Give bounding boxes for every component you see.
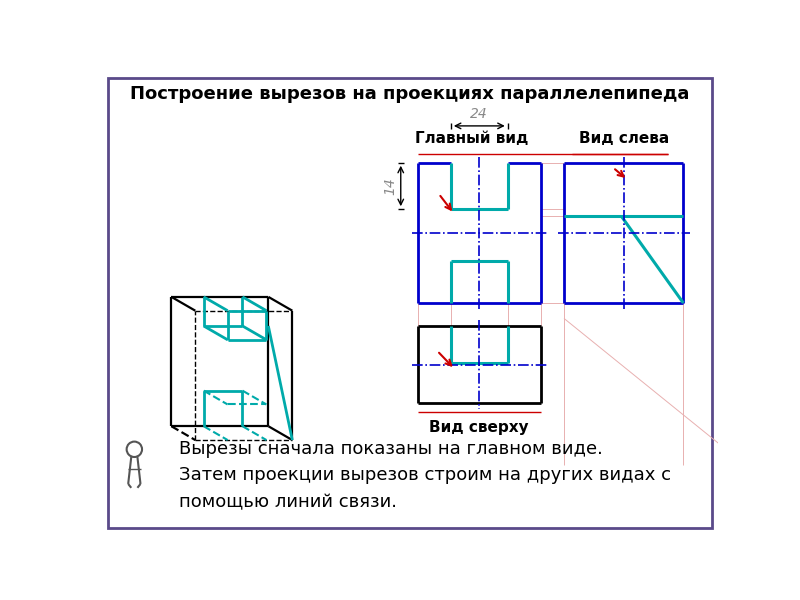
Text: Построение вырезов на проекциях параллелепипеда: Построение вырезов на проекциях параллел…	[130, 85, 690, 103]
Text: Вид слева: Вид слева	[578, 131, 669, 146]
Text: 14: 14	[384, 177, 398, 195]
Text: Вырезы сначала показаны на главном виде.
Затем проекции вырезов строим на других: Вырезы сначала показаны на главном виде.…	[179, 440, 671, 511]
Text: Вид сверху: Вид сверху	[430, 420, 529, 435]
Text: Главный вид: Главный вид	[415, 131, 528, 146]
Text: 24: 24	[470, 107, 488, 121]
